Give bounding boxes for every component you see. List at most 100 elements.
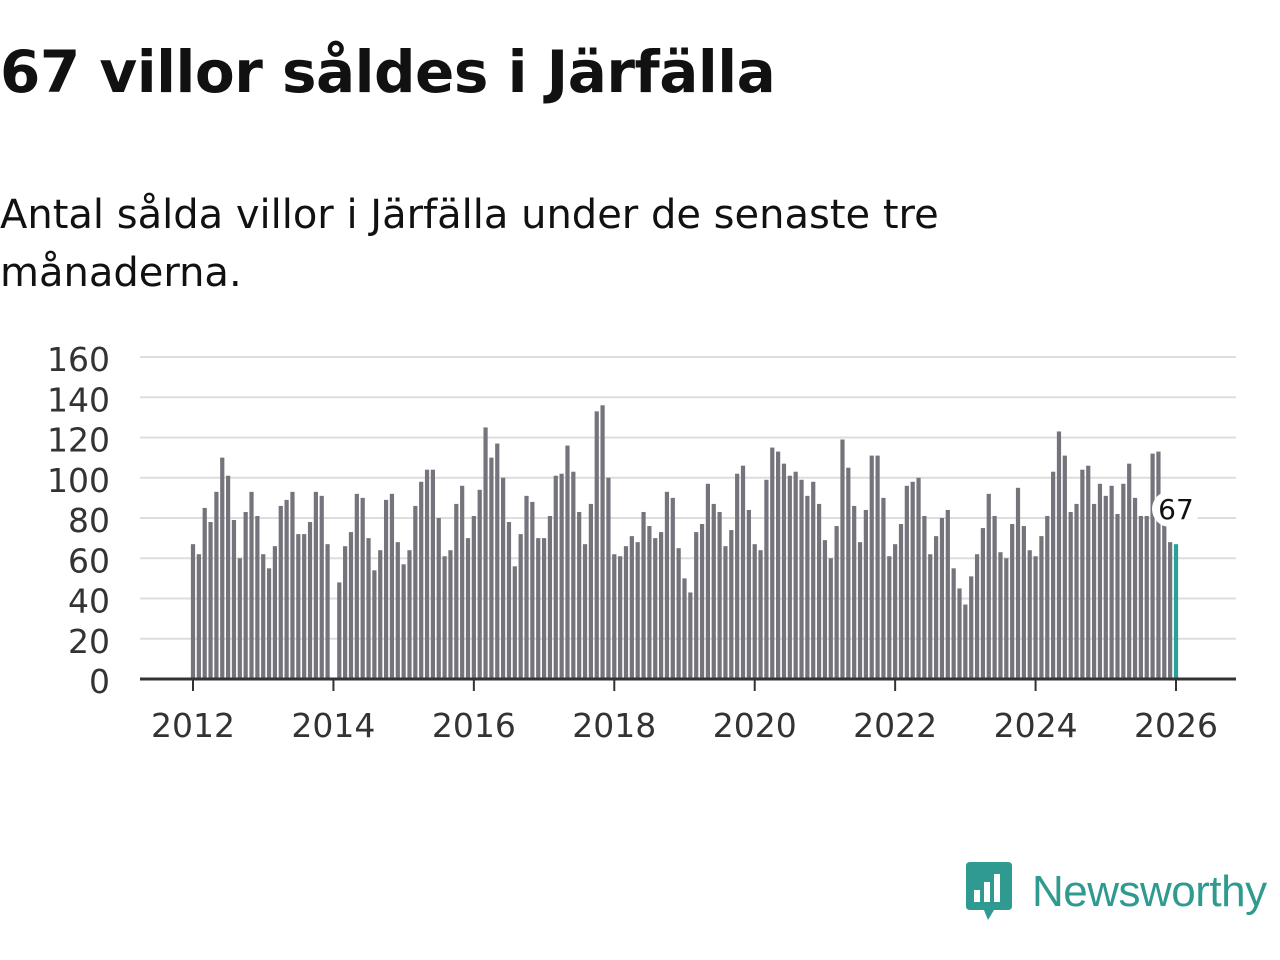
bar	[1056, 431, 1062, 679]
bar	[1115, 513, 1120, 679]
bar	[1010, 524, 1015, 679]
bar	[600, 405, 605, 679]
bar	[670, 497, 675, 679]
bar	[465, 538, 471, 679]
bar	[1015, 487, 1021, 679]
bar	[524, 495, 529, 679]
bar	[202, 507, 207, 679]
bar	[302, 534, 307, 679]
bar	[635, 542, 640, 679]
bar	[471, 515, 476, 679]
bar	[506, 522, 512, 679]
newsworthy-logo-text: Newsworthy	[1032, 867, 1267, 916]
bar	[676, 548, 681, 679]
bar	[237, 558, 242, 679]
bar	[1068, 511, 1073, 679]
bar	[588, 503, 593, 679]
bar	[477, 489, 482, 679]
bar	[296, 534, 301, 679]
bar	[395, 542, 400, 679]
bar	[348, 532, 354, 679]
bar	[577, 511, 582, 679]
x-tick-label: 2020	[713, 706, 797, 745]
bar	[196, 554, 201, 679]
bar	[436, 518, 441, 679]
bar	[559, 473, 564, 679]
bar	[811, 481, 816, 679]
bar	[740, 465, 746, 679]
bar	[424, 469, 430, 679]
bar	[1062, 455, 1067, 679]
bar	[489, 457, 494, 679]
bar	[313, 491, 318, 679]
bar	[893, 544, 898, 679]
bar	[442, 556, 447, 679]
bar	[278, 505, 283, 679]
bar	[881, 497, 886, 679]
bar	[758, 550, 763, 679]
bar	[307, 522, 313, 679]
x-tick-label: 2016	[432, 706, 516, 745]
bar	[325, 544, 330, 679]
bar	[272, 546, 278, 679]
bar	[963, 604, 968, 679]
bar	[653, 538, 658, 679]
bar	[828, 558, 833, 679]
bar	[448, 550, 453, 679]
bar	[1103, 495, 1108, 679]
bar	[1138, 515, 1143, 679]
x-tick-label: 2012	[151, 706, 235, 745]
bar	[699, 524, 705, 679]
bar	[512, 566, 517, 679]
bar	[536, 538, 541, 679]
x-tick-label: 2026	[1134, 706, 1218, 745]
bar	[922, 515, 927, 679]
bar	[735, 473, 740, 679]
bar	[1168, 542, 1173, 679]
bar	[658, 532, 664, 679]
bar	[846, 467, 851, 679]
bar	[623, 546, 629, 679]
y-tick-label: 60	[68, 541, 110, 580]
bar	[553, 475, 558, 679]
bar	[822, 540, 828, 679]
bar	[266, 568, 272, 679]
bar	[261, 554, 266, 679]
bar	[664, 491, 670, 679]
bar	[571, 471, 576, 679]
bar	[694, 532, 699, 679]
bar	[547, 515, 553, 679]
newsworthy-logo: Newsworthy	[964, 862, 1267, 922]
bar	[852, 505, 857, 679]
bar	[898, 524, 904, 679]
bar	[1051, 471, 1056, 679]
bar	[606, 477, 611, 679]
chart-subtitle: Antal sålda villor i Järfälla under de s…	[0, 192, 939, 296]
bar	[1033, 556, 1038, 679]
bar	[501, 477, 506, 679]
bar	[460, 485, 465, 679]
bar	[969, 576, 974, 679]
bar	[1039, 536, 1044, 679]
bar	[518, 534, 523, 679]
bar	[834, 526, 839, 679]
bar	[746, 509, 751, 679]
bar	[290, 491, 295, 679]
bar	[869, 455, 874, 679]
bar	[1097, 483, 1103, 679]
bar	[787, 475, 792, 679]
bar	[407, 550, 412, 679]
bar	[1150, 453, 1155, 679]
bar	[928, 554, 933, 679]
bar	[378, 550, 383, 679]
bar	[618, 556, 623, 679]
bar	[770, 447, 775, 679]
bar	[1121, 483, 1126, 679]
bar	[910, 481, 915, 679]
highlight-label-bg	[1152, 491, 1200, 527]
bar	[389, 493, 395, 679]
bar	[419, 481, 424, 679]
bar	[1074, 503, 1079, 679]
